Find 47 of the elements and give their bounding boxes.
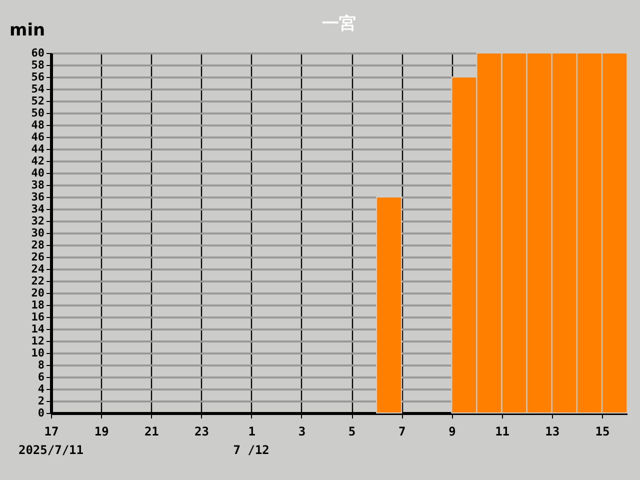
y-tick-label: 14 [31, 322, 45, 336]
y-tick-label: 48 [31, 118, 44, 132]
y-tick-label: 0 [38, 406, 44, 420]
y-tick-label: 58 [31, 58, 44, 72]
x-tick-label: 21 [144, 424, 159, 438]
y-tick-label: 38 [31, 178, 44, 192]
y-tick-label: 4 [38, 382, 45, 396]
y-tick-label: 26 [31, 250, 45, 264]
y-tick-label: 32 [31, 214, 44, 228]
y-tick-label: 36 [31, 190, 45, 204]
y-tick-label: 16 [31, 310, 45, 324]
y-tick-label: 60 [31, 46, 44, 60]
y-tick-label: 18 [31, 298, 44, 312]
y-tick-label: 40 [31, 166, 44, 180]
y-tick-label: 20 [31, 286, 44, 300]
y-tick-label: 28 [31, 238, 44, 252]
y-tick-label: 12 [31, 334, 44, 348]
text: 2025/7/11 [18, 443, 84, 457]
y-tick-label: 50 [31, 106, 44, 120]
x-tick-label: 15 [595, 424, 610, 438]
y-tick-label: 8 [38, 358, 44, 372]
x-tick-label: 9 [448, 424, 456, 438]
y-tick-label: 24 [31, 262, 45, 276]
y-tick-label: 54 [31, 82, 45, 96]
x-tick-label: 13 [545, 424, 560, 438]
x-tick-label: 7 [398, 424, 406, 438]
y-tick-label: 44 [31, 142, 45, 156]
x-tick-label: 17 [44, 424, 59, 438]
text: 7 /12 [233, 443, 270, 457]
x-tick-label: 23 [194, 424, 209, 438]
y-tick-label: 46 [31, 130, 45, 144]
x-tick-label: 11 [495, 424, 510, 438]
y-tick-label: 52 [31, 94, 44, 108]
y-tick-label: 6 [38, 370, 45, 384]
y-tick-label: 42 [31, 154, 44, 168]
y-tick-label: 10 [31, 346, 44, 360]
y-tick-label: 30 [31, 226, 44, 240]
y-axis-title: min [10, 20, 46, 40]
y-tick-label: 2 [38, 394, 44, 408]
x-tick-label: 1 [248, 424, 256, 438]
x-tick-label: 19 [94, 424, 109, 438]
x-tick-label: 5 [348, 424, 356, 438]
y-tick-label: 56 [31, 70, 45, 84]
y-tick-label: 22 [31, 274, 44, 288]
bar [376, 196, 402, 414]
y-tick-label: 34 [31, 202, 45, 216]
x-tick-label: 3 [298, 424, 306, 438]
